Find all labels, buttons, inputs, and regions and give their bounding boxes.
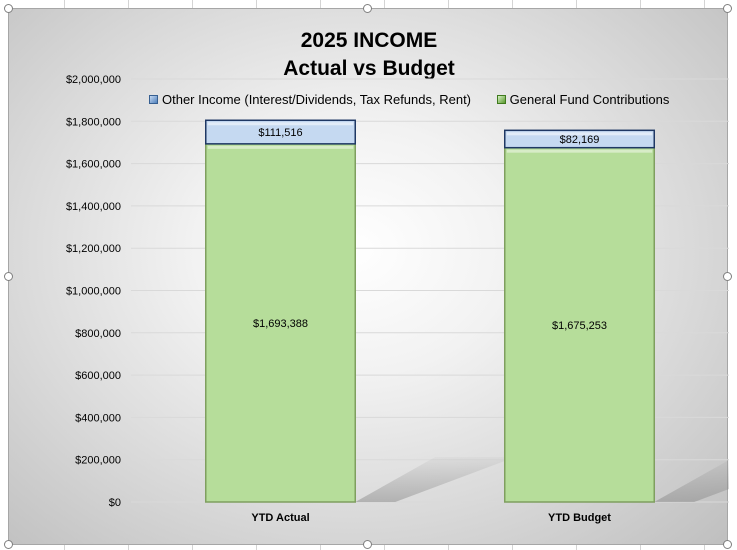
legend-swatch-blue	[149, 95, 158, 104]
bar-shadow	[654, 459, 729, 502]
bar-bevel-highlight	[207, 122, 354, 126]
y-tick-label: $800,000	[75, 328, 121, 340]
bar-general-fund[interactable]	[504, 146, 655, 503]
chart-title: 2025 INCOME Actual vs Budget	[9, 27, 729, 83]
plot-area[interactable]: $0 $200,000 $400,000 $600,000 $800,000 $1,000…	[9, 9, 729, 546]
bars[interactable]: $1,693,388 $111,516 $1,675,253 $82,169	[205, 119, 655, 503]
y-axis-ticks: $0 $200,000 $400,000 $600,000 $800,000 $1,000…	[66, 74, 121, 509]
chart-area[interactable]: 2025 INCOME Actual vs Budget Other Incom…	[8, 8, 729, 546]
y-tick-label: $200,000	[75, 455, 121, 467]
bar-shadow	[355, 457, 516, 502]
data-label-other-income: $111,516	[258, 127, 302, 139]
data-label-general-fund: $1,675,253	[552, 320, 607, 332]
y-tick-label: $1,400,000	[66, 201, 121, 213]
bar-bevel-highlight	[506, 149, 653, 153]
y-tick-label: $2,000,000	[66, 74, 121, 86]
legend-item-other-income[interactable]: Other Income (Interest/Dividends, Tax Re…	[149, 92, 471, 107]
resize-handle-top-left[interactable]	[4, 4, 13, 13]
data-label-general-fund: $1,693,388	[253, 318, 308, 330]
bar-bevel-highlight	[207, 145, 354, 149]
y-tick-label: $1,200,000	[66, 243, 121, 255]
resize-handle-left[interactable]	[4, 272, 13, 281]
legend-label-general-fund: General Fund Contributions	[509, 92, 670, 107]
x-tick-label: YTD Actual	[251, 512, 309, 524]
legend-label-other-income: Other Income (Interest/Dividends, Tax Re…	[162, 92, 472, 107]
resize-handle-bottom-left[interactable]	[4, 540, 13, 549]
bar-other-income[interactable]	[205, 119, 356, 145]
chart-title-line2: Actual vs Budget	[283, 57, 455, 80]
x-tick-label: YTD Budget	[548, 512, 611, 524]
y-tick-label: $1,000,000	[66, 286, 121, 298]
resize-handle-bottom-right[interactable]	[723, 540, 732, 549]
resize-handle-top[interactable]	[363, 4, 372, 13]
resize-handle-bottom[interactable]	[363, 540, 372, 549]
resize-handle-right[interactable]	[723, 272, 732, 281]
y-tick-label: $0	[109, 497, 121, 509]
bar-bevel-highlight	[506, 132, 653, 136]
x-axis-ticks: YTD Actual YTD Budget	[251, 512, 611, 524]
resize-handle-top-right[interactable]	[723, 4, 732, 13]
data-label-other-income: $82,169	[560, 134, 600, 146]
bar-general-fund[interactable]	[205, 143, 356, 503]
y-tick-label: $1,800,000	[66, 116, 121, 128]
y-tick-label: $400,000	[75, 412, 121, 424]
chart-legend[interactable]: Other Income (Interest/Dividends, Tax Re…	[149, 92, 691, 107]
chart-title-line1: 2025 INCOME	[300, 29, 438, 52]
y-tick-label: $1,600,000	[66, 159, 121, 171]
bar-shadows	[355, 457, 729, 502]
y-tick-label: $600,000	[75, 370, 121, 382]
legend-swatch-green	[496, 95, 506, 104]
legend-item-general-fund[interactable]: General Fund Contributions	[496, 92, 670, 107]
